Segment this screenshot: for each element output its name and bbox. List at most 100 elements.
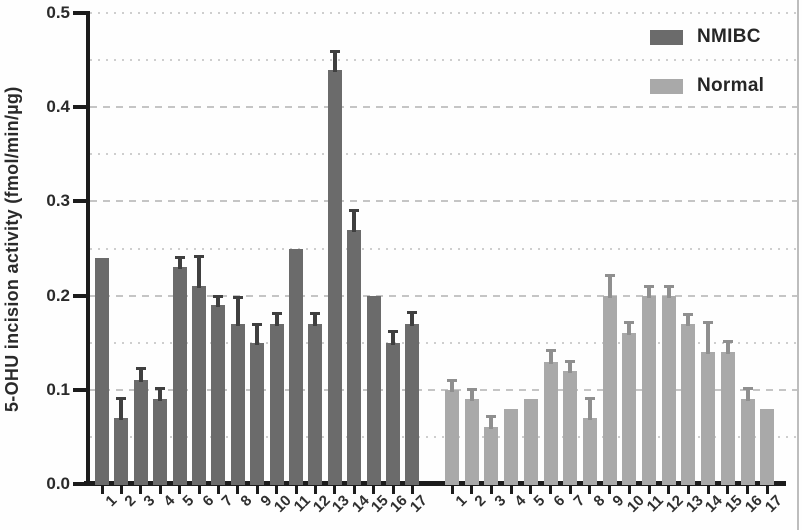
- error-bar-nmibc-2: [119, 398, 124, 421]
- x-tick-nmibc-3: [139, 486, 143, 494]
- bar-normal-9: [602, 295, 617, 485]
- x-label-normal-2: 2: [471, 492, 490, 510]
- x-tick-normal-2: [470, 486, 474, 494]
- error-bar-nmibc-16: [391, 331, 395, 345]
- bar-nmibc-3: [133, 380, 148, 485]
- x-tick-nmibc-5: [178, 486, 182, 494]
- x-tick-nmibc-4: [158, 486, 162, 494]
- bar-nmibc-4: [153, 399, 168, 485]
- gridline-0.30: [90, 200, 797, 203]
- error-cap-nmibc-3: [135, 367, 146, 371]
- x-label-normal-3: 3: [491, 492, 510, 510]
- gridline-0.40: [90, 106, 797, 109]
- gridline-0.25: [90, 247, 797, 250]
- x-tick-nmibc-14: [352, 486, 356, 494]
- x-tick-nmibc-6: [197, 486, 201, 494]
- error-cap-nmibc-2: [116, 397, 127, 401]
- gridline-0.45: [90, 59, 797, 62]
- x-label-nmibc-3: 3: [140, 492, 159, 510]
- x-label-nmibc-1: 1: [102, 492, 121, 510]
- error-cap-normal-6: [545, 349, 556, 353]
- error-bar-normal-11: [647, 286, 651, 298]
- error-cap-nmibc-16: [388, 330, 398, 334]
- bar-nmibc-11: [289, 248, 303, 485]
- x-tick-nmibc-15: [372, 486, 376, 494]
- x-label-normal-8: 8: [589, 492, 608, 510]
- x-label-nmibc-17: 17: [406, 492, 431, 516]
- error-bar-nmibc-12: [313, 312, 318, 326]
- x-tick-nmibc-1: [100, 486, 104, 494]
- x-label-nmibc-5: 5: [179, 492, 198, 510]
- bar-normal-11: [642, 295, 656, 485]
- error-bar-nmibc-17: [410, 311, 415, 326]
- x-axis-line: [84, 481, 786, 486]
- x-tick-normal-8: [588, 486, 592, 494]
- bar-nmibc-13: [327, 69, 342, 485]
- bar-normal-5: [523, 399, 538, 485]
- y-tick-label-0.5: 0.5: [46, 3, 70, 22]
- error-bar-nmibc-9: [255, 323, 260, 345]
- x-label-normal-6: 6: [550, 492, 569, 510]
- x-tick-normal-15: [726, 486, 730, 494]
- bar-nmibc-6: [192, 286, 206, 485]
- bar-normal-10: [622, 333, 637, 485]
- x-tick-nmibc-13: [333, 486, 337, 494]
- bar-nmibc-9: [250, 342, 265, 485]
- bar-normal-8: [582, 418, 597, 485]
- x-tick-normal-5: [529, 486, 533, 494]
- x-tick-normal-11: [647, 486, 651, 494]
- bar-nmibc-5: [172, 267, 187, 485]
- error-bar-normal-13: [686, 314, 691, 326]
- bar-nmibc-1: [95, 257, 109, 485]
- bar-nmibc-12: [308, 323, 323, 485]
- legend-label-nmibc: NMIBC: [697, 26, 761, 47]
- error-bar-nmibc-14: [352, 209, 357, 232]
- bar-normal-4: [504, 408, 519, 485]
- error-cap-normal-9: [604, 273, 615, 277]
- error-cap-nmibc-4: [155, 386, 166, 390]
- bar-normal-7: [563, 370, 578, 485]
- error-bar-nmibc-10: [274, 313, 279, 326]
- error-cap-nmibc-14: [349, 208, 360, 212]
- x-label-normal-7: 7: [570, 492, 589, 510]
- legend-item-normal: Normal: [650, 75, 764, 97]
- error-bar-nmibc-13: [332, 50, 337, 72]
- x-tick-normal-1: [450, 486, 454, 494]
- x-tick-normal-6: [549, 486, 552, 494]
- error-bar-nmibc-4: [158, 387, 163, 402]
- x-tick-normal-9: [608, 486, 612, 494]
- gridline-0.05: [90, 435, 797, 438]
- gridline-0.15: [90, 341, 797, 344]
- bar-normal-12: [661, 295, 676, 485]
- x-tick-nmibc-9: [255, 486, 259, 494]
- gridline-0.20: [90, 294, 797, 297]
- error-bar-nmibc-5: [177, 256, 182, 270]
- y-tick-label-0.2: 0.2: [46, 285, 70, 305]
- x-tick-normal-16: [746, 486, 749, 494]
- error-cap-nmibc-7: [213, 294, 224, 298]
- x-label-nmibc-2: 2: [121, 492, 140, 510]
- x-tick-normal-10: [627, 486, 631, 494]
- bar-normal-17: [760, 408, 775, 485]
- y-tick-0.1: [73, 387, 87, 392]
- error-bar-normal-10: [627, 321, 632, 336]
- y-axis-title: 5-OHU incision activity (fmol/min/µg): [2, 86, 22, 412]
- x-tick-normal-17: [765, 486, 769, 494]
- error-cap-normal-15: [722, 339, 733, 343]
- bar-normal-3: [484, 427, 499, 485]
- normal-swatch-icon: [650, 78, 683, 94]
- x-tick-normal-4: [509, 486, 513, 494]
- error-bar-nmibc-8: [235, 296, 240, 326]
- y-tick-label-0.1: 0.1: [46, 379, 70, 399]
- x-label-nmibc-4: 4: [160, 492, 179, 510]
- bar-nmibc-15: [366, 295, 381, 485]
- x-tick-normal-7: [568, 486, 572, 494]
- error-cap-normal-13: [683, 313, 694, 317]
- x-tick-nmibc-7: [216, 486, 220, 494]
- y-tick-label-0.3: 0.3: [46, 191, 70, 211]
- error-cap-nmibc-17: [407, 310, 418, 314]
- x-tick-normal-3: [489, 486, 493, 494]
- x-tick-nmibc-10: [275, 486, 279, 494]
- error-bar-nmibc-6: [197, 256, 201, 289]
- x-label-nmibc-8: 8: [237, 492, 256, 510]
